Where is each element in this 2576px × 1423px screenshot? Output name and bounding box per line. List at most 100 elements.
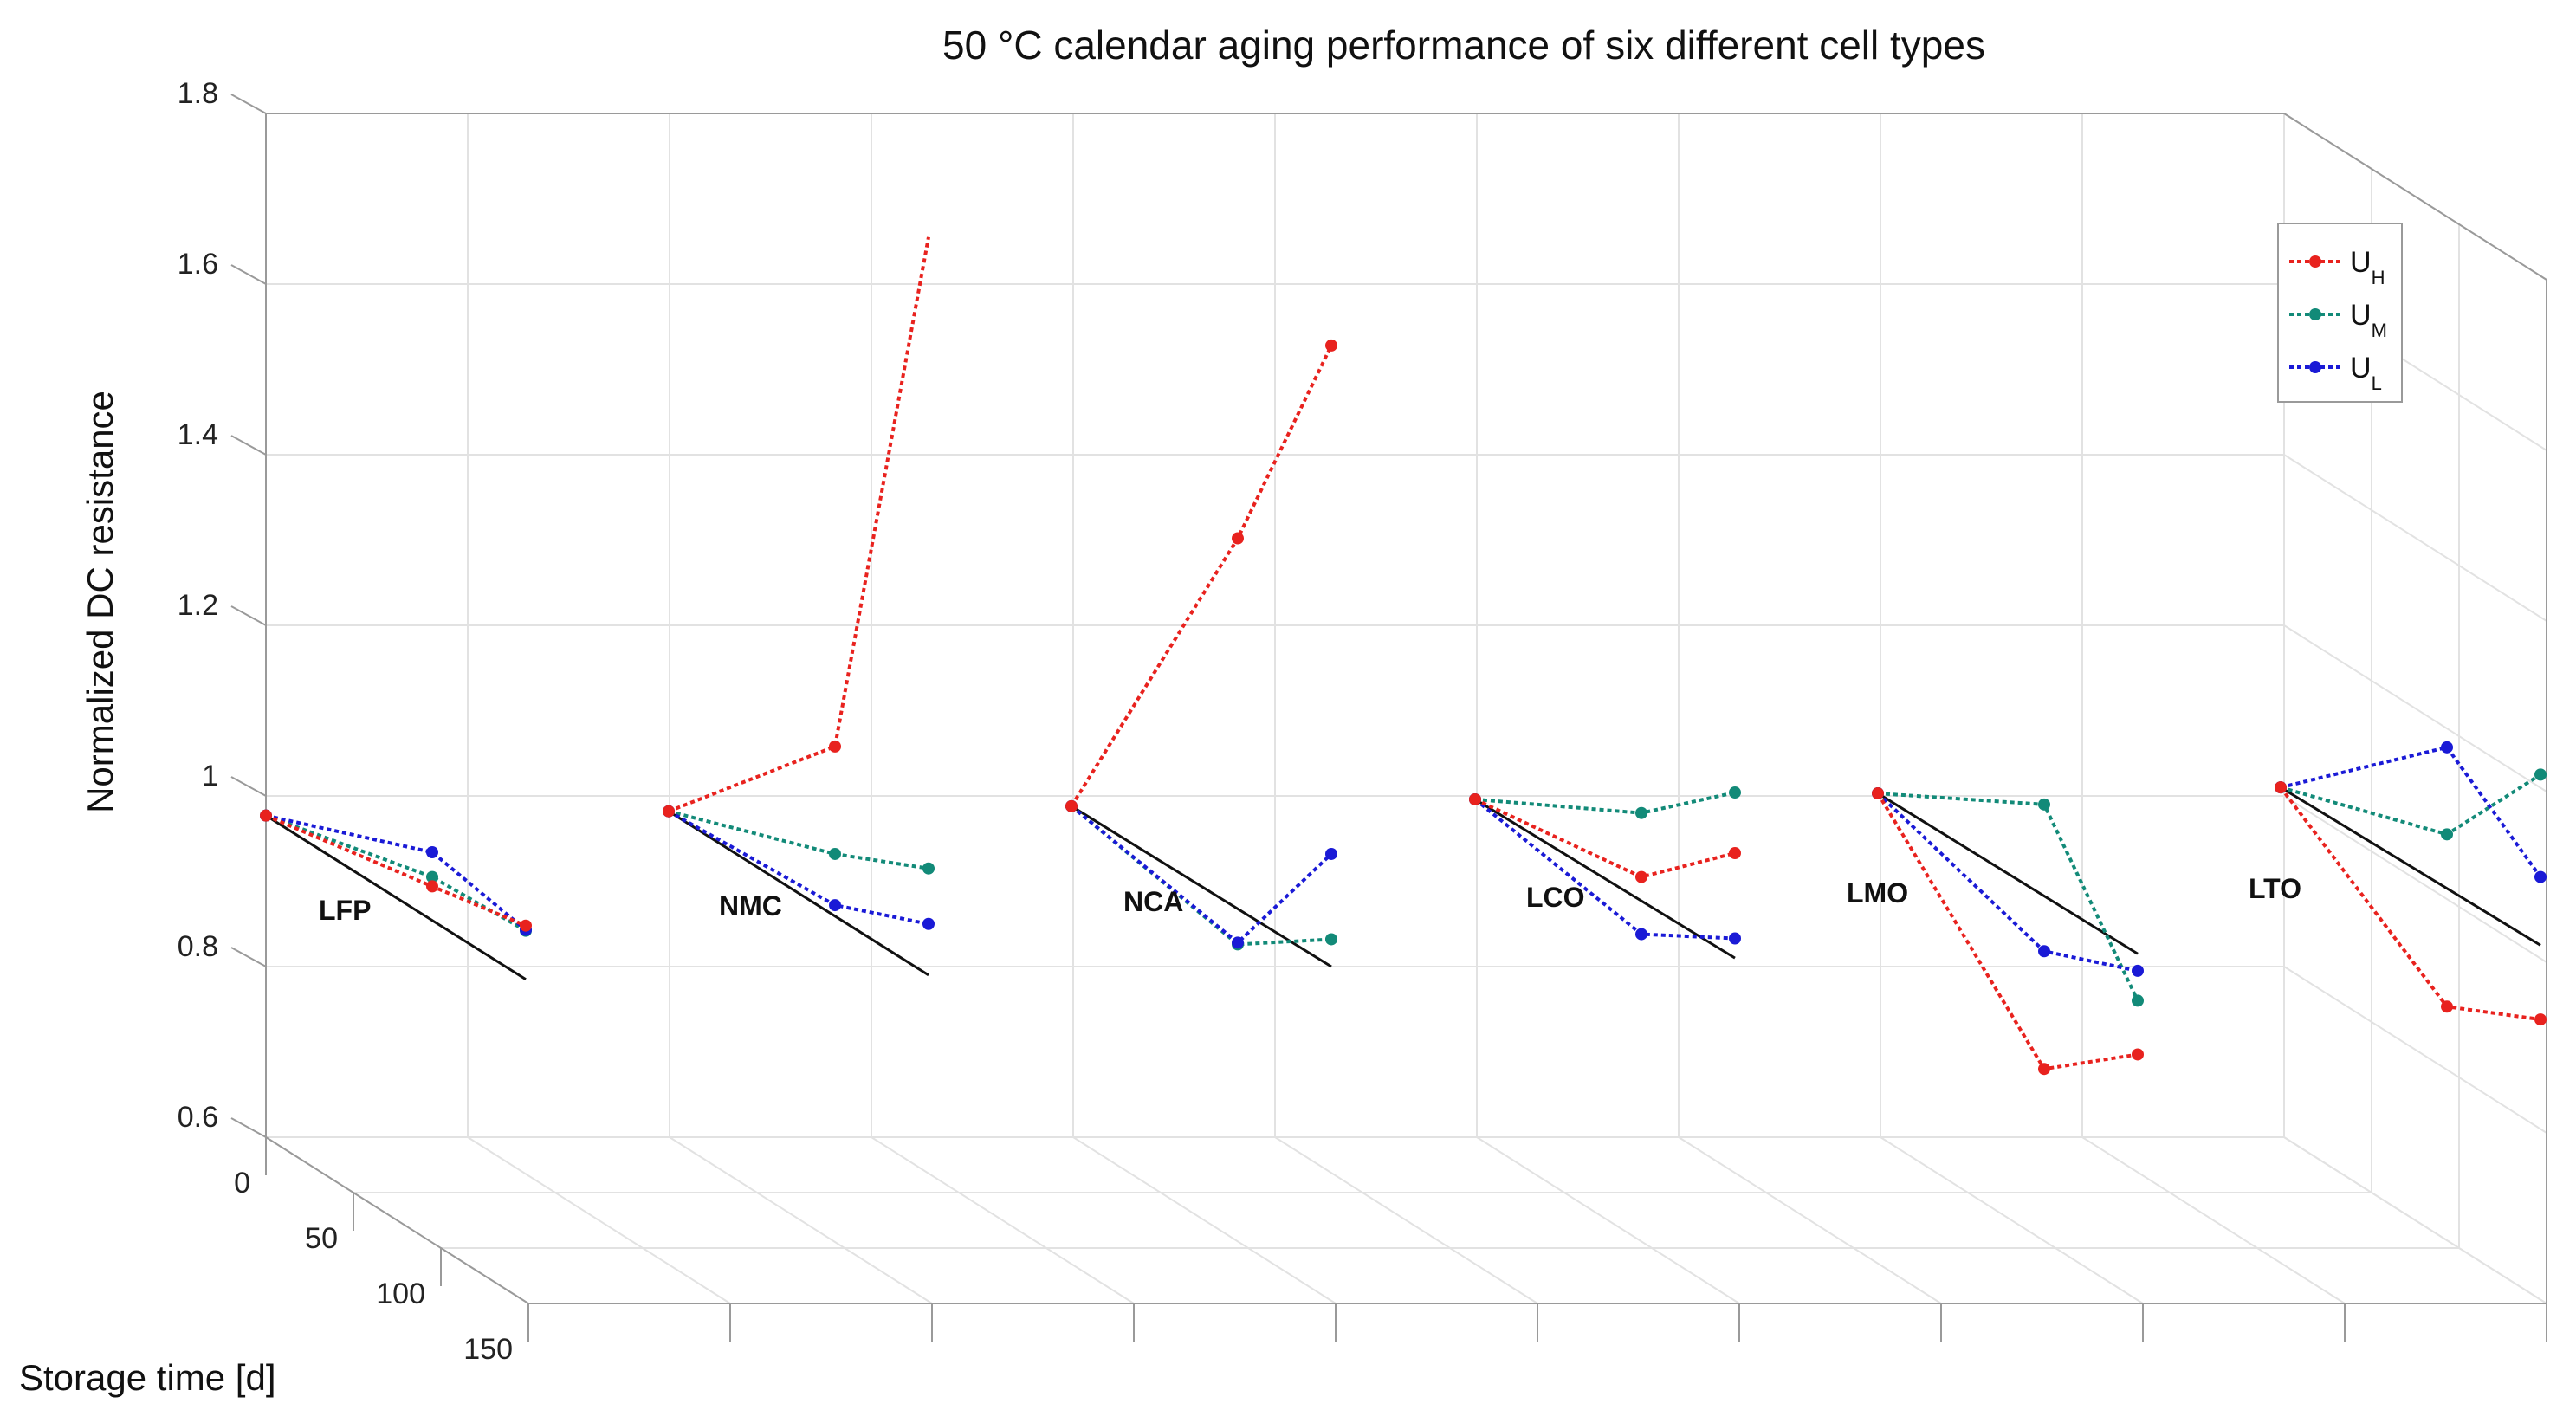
legend-marker-ul: [2309, 361, 2321, 373]
chart-title: 50 °C calendar aging performance of six …: [942, 23, 1985, 68]
side-gridline-1: [2283, 966, 2547, 1134]
point-lmo-um-150: [2132, 994, 2144, 1007]
y-tick-1: [230, 947, 267, 967]
floor-depth-line-8: [1880, 1136, 2144, 1304]
series-nca-ul: [1070, 805, 1333, 946]
cell-label-lco: LCO: [1526, 882, 1585, 913]
point-lco-uh-100: [1635, 870, 1647, 883]
series-nmc-ul: [668, 809, 929, 926]
point-lto-uh-150: [2534, 1013, 2547, 1026]
point-lto-um-150: [2534, 768, 2547, 781]
cell-labels-layer: LFP NMC NCA LCO LMO LTO: [319, 873, 2301, 926]
series-lco-uh: [1474, 798, 1736, 879]
point-lco-um-100: [1635, 806, 1647, 819]
point-lfp-uh-100: [426, 880, 438, 893]
point-lmo-uh-150: [2132, 1048, 2144, 1061]
y-tick-label-4: 1.4: [178, 418, 218, 451]
time-axis-line: [265, 1136, 529, 1304]
cell-label-lto: LTO: [2249, 873, 2301, 904]
y-tick-label-3: 1.2: [178, 589, 218, 622]
y-tick-6: [230, 94, 267, 114]
point-nca-uh-100: [1232, 532, 1244, 545]
point-lmo-ul-150: [2132, 964, 2144, 977]
floor-depth-line-5: [1274, 1136, 1538, 1304]
reference-line-nca: [1071, 805, 1332, 968]
x-axis-title: Storage time [d]: [19, 1357, 275, 1398]
y-tick-label-6: 1.8: [178, 77, 218, 110]
point-lto-ul-100: [2441, 741, 2453, 754]
point-nmc-ul-100: [829, 899, 841, 912]
legend-marker-um: [2309, 308, 2321, 320]
legend-sub-ul: L: [2372, 372, 2382, 394]
point-lco-uh-150: [1729, 846, 1741, 859]
legend-marker-uh: [2309, 255, 2321, 268]
series-lfp-ul: [265, 813, 527, 932]
point-nmc-um-100: [829, 847, 841, 860]
y-tick-label-5: 1.6: [178, 248, 218, 281]
point-lmo-ul-100: [2038, 945, 2050, 958]
y-tick-2: [230, 776, 267, 797]
time-tick-label-1: 50: [305, 1222, 338, 1255]
y-tick-label-0: 0.6: [178, 1101, 218, 1134]
side-gridline-3: [2283, 624, 2547, 792]
point-lto-um-100: [2441, 828, 2453, 841]
series-lmo-ul: [1876, 792, 2139, 973]
side-gridline-4: [2283, 454, 2547, 622]
point-lco-ul-150: [1729, 932, 1741, 945]
point-nmc-uh-100: [829, 740, 841, 753]
point-nca-ul-150: [1325, 847, 1337, 860]
y-tick-5: [230, 264, 267, 285]
floor-depth-line-4: [1072, 1136, 1337, 1304]
time-tick-label-3: 150: [463, 1333, 513, 1366]
tick-labels-layer: 0.6 0.8 1 1.2 1.4 1.6 1.8 0 50 100 150: [178, 77, 513, 1366]
y-tick-3: [230, 605, 267, 626]
point-lfp-um-100: [426, 870, 438, 883]
series-lto-uh: [2279, 786, 2541, 1022]
point-nca-uh-0: [1065, 799, 1078, 812]
point-nmc-uh-0: [663, 805, 675, 818]
series-lto-ul: [2280, 745, 2542, 878]
top-side-edge: [2283, 113, 2547, 281]
series-lco-ul: [1473, 798, 1736, 941]
point-lmo-um-100: [2038, 798, 2050, 811]
point-nca-um-150: [1325, 933, 1337, 946]
y-axis-title: Normalized DC resistance: [80, 391, 120, 813]
floor-depth-line-7: [1678, 1136, 1942, 1304]
point-lco-uh-0: [1469, 792, 1481, 805]
point-lco-ul-100: [1635, 928, 1647, 941]
axes-layer: [230, 94, 2547, 1342]
series-nmc-um: [668, 809, 929, 870]
cell-label-nmc: NMC: [719, 890, 782, 922]
point-nmc-ul-150: [922, 917, 935, 930]
y-tick-label-2: 1: [202, 760, 218, 792]
time-tick-label-0: 0: [234, 1167, 250, 1200]
cell-label-lfp: LFP: [319, 895, 371, 926]
time-tick-label-2: 100: [376, 1277, 425, 1310]
y-tick-4: [230, 435, 267, 456]
floor-depth-line-3: [871, 1136, 1135, 1304]
y-tick-0: [230, 1117, 267, 1138]
point-lto-uh-0: [2275, 781, 2287, 794]
point-nmc-um-150: [922, 862, 935, 875]
series-lmo-um: [1877, 792, 2139, 1002]
legend-sub-uh: H: [2372, 267, 2385, 288]
cell-label-lmo: LMO: [1847, 877, 1908, 909]
series-nca-um: [1070, 805, 1332, 947]
point-lfp-uh-0: [260, 809, 272, 822]
point-lto-uh-100: [2441, 1000, 2453, 1013]
point-lto-ul-150: [2534, 870, 2547, 883]
legend-sub-um: M: [2372, 320, 2387, 341]
floor-depth-line-10: [2283, 1136, 2547, 1304]
floor-depth-line-6: [1476, 1136, 1740, 1304]
point-lco-um-150: [1729, 786, 1741, 799]
floor-depth-line-1: [467, 1136, 731, 1304]
reference-line-lto: [2280, 786, 2541, 947]
series-nmc-uh: [668, 236, 930, 813]
reference-line-lmo: [1877, 792, 2139, 955]
series-nca-uh: [1070, 345, 1333, 807]
point-lmo-uh-0: [1872, 787, 1884, 800]
reference-line-nmc: [668, 810, 929, 977]
series-lfp-uh: [265, 813, 527, 928]
